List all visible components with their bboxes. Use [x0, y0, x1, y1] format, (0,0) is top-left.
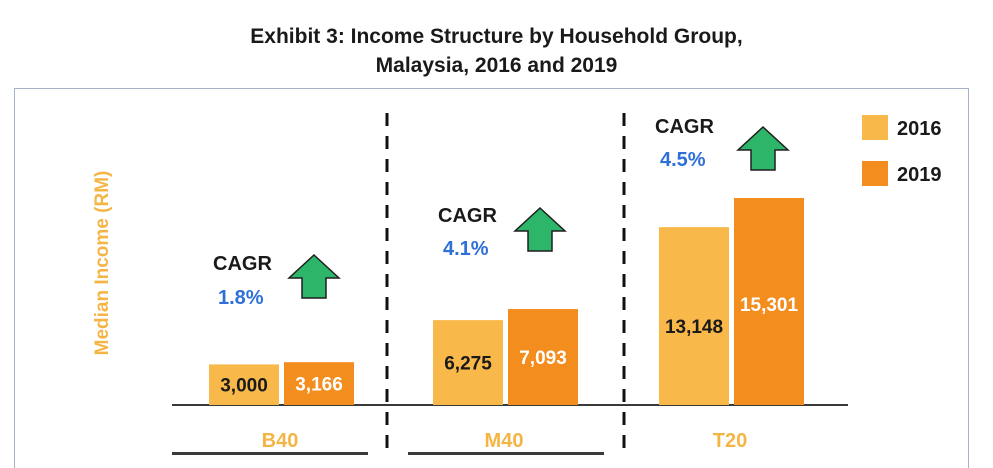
- data-label-t20-2016: 13,148: [665, 317, 723, 338]
- cagr-value-m40: 4.1%: [443, 238, 489, 260]
- bar-m40-2019: [508, 309, 578, 405]
- cagr-label-t20: CAGR: [655, 116, 714, 138]
- bar-chart: Median Income (RM) 3,000 6,275 13,148 3,166 7…: [92, 113, 942, 455]
- legend-label-2016: 2016: [897, 118, 942, 140]
- chart-title: Exhibit 3: Income Structure by Household…: [0, 22, 993, 80]
- legend-swatch-2016: [862, 115, 888, 140]
- plot-frame: [14, 88, 969, 468]
- category-label-m40: M40: [485, 430, 524, 452]
- legend-label-2019: 2019: [897, 164, 942, 186]
- up-arrow-icon: [736, 125, 790, 171]
- data-label-m40-2019: 7,093: [519, 348, 567, 369]
- data-label-b40-2016: 3,000: [220, 376, 268, 397]
- data-label-m40-2016: 6,275: [444, 354, 492, 375]
- data-label-b40-2019: 3,166: [295, 375, 343, 396]
- bar-t20-2016: [659, 227, 729, 405]
- bar-m40-2016: [433, 320, 503, 405]
- y-axis-label: Median Income (RM): [92, 171, 113, 356]
- legend-swatch-2019: [862, 161, 888, 186]
- bar-b40-2016: [209, 364, 279, 405]
- cagr-label-m40: CAGR: [438, 205, 497, 227]
- chart-title-line-2: Malaysia, 2016 and 2019: [375, 54, 618, 77]
- chart-title-line-1: Exhibit 3: Income Structure by Household…: [250, 25, 743, 48]
- cagr-value-b40: 1.8%: [218, 287, 264, 309]
- up-arrow-icon: [513, 206, 567, 252]
- category-strip-b40: [172, 452, 368, 455]
- bar-b40-2019: [284, 362, 354, 405]
- up-arrow-icon: [287, 253, 341, 299]
- cagr-label-b40: CAGR: [213, 253, 272, 275]
- category-label-b40: B40: [262, 430, 299, 452]
- category-label-t20: T20: [713, 430, 747, 452]
- data-label-t20-2019: 15,301: [740, 295, 799, 316]
- cagr-value-t20: 4.5%: [660, 149, 706, 171]
- bar-t20-2019: [734, 198, 804, 405]
- category-strip-m40: [408, 452, 604, 455]
